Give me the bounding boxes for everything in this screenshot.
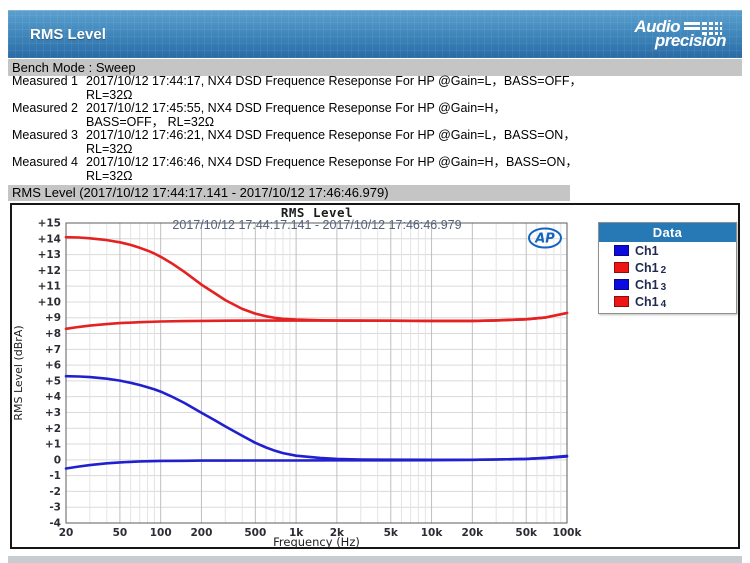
legend-swatch xyxy=(614,245,629,256)
legend-label-subscript: 4 xyxy=(660,299,667,310)
plot-frame xyxy=(65,222,568,524)
measurement-row: Measured 4 2017/10/12 17:46:46, NX4 DSD F… xyxy=(8,155,742,183)
title-banner: RMS Level Audio precision xyxy=(8,10,742,58)
y-tick-label: +10 xyxy=(38,296,61,308)
legend-swatch xyxy=(614,279,629,290)
bench-mode-bar: Bench Mode : Sweep xyxy=(8,59,742,76)
y-tick-label: -3 xyxy=(49,502,61,514)
legend-label: Ch1 xyxy=(635,243,659,258)
chart-title: RMS Level xyxy=(280,205,354,220)
legend-label: Ch1 xyxy=(635,260,659,275)
y-tick-label: +5 xyxy=(45,375,61,387)
measurement-row: Measured 1 2017/10/12 17:44:17, NX4 DSD F… xyxy=(8,74,742,102)
chart-legend: Data Ch1 Ch1 2 Ch1 3 Ch1 4 xyxy=(598,222,737,314)
y-tick-label: +9 xyxy=(45,312,61,324)
footer-bar xyxy=(8,556,742,563)
x-tick-label: 20k xyxy=(462,527,485,539)
x-tick-label: 20 xyxy=(59,527,74,539)
x-tick-label: 10k xyxy=(421,527,444,539)
x-tick-label: 50k xyxy=(515,527,538,539)
y-tick-label: +11 xyxy=(38,281,61,293)
y-tick-label: +13 xyxy=(38,249,61,261)
y-tick-label: +6 xyxy=(45,360,61,372)
legend-label: Ch1 xyxy=(635,294,659,309)
y-tick-label: +15 xyxy=(38,218,61,230)
measurement-label: Measured 2 xyxy=(12,101,79,115)
measurement-row: Measured 3 2017/10/12 17:46:21, NX4 DSD F… xyxy=(8,128,742,156)
x-tick-label: 50 xyxy=(113,527,128,539)
measurement-description: 2017/10/12 17:46:46, NX4 DSD Frequence R… xyxy=(86,155,578,183)
y-tick-label: +3 xyxy=(45,407,61,419)
y-tick-label: +2 xyxy=(45,423,61,435)
measurement-description: 2017/10/12 17:45:55, NX4 DSD Frequence R… xyxy=(86,101,506,129)
legend-label-subscript: 3 xyxy=(660,282,667,293)
y-axis-label: RMS Level (dBrA) xyxy=(12,325,25,420)
measurement-label: Measured 3 xyxy=(12,128,79,142)
legend-header: Data xyxy=(599,223,736,242)
legend-label-subscript: 2 xyxy=(660,265,667,276)
logo-word-precision: precision xyxy=(654,31,727,50)
y-tick-label: -4 xyxy=(49,518,61,530)
legend-label: Ch1 xyxy=(635,277,659,292)
y-tick-label: +7 xyxy=(45,344,61,356)
legend-rows: Ch1 Ch1 2 Ch1 3 Ch1 4 xyxy=(599,242,736,310)
x-tick-label: 200 xyxy=(190,527,212,539)
legend-swatch xyxy=(614,296,629,307)
y-tick-label: +1 xyxy=(45,439,61,451)
page-title: RMS Level xyxy=(30,26,106,43)
logo-word-audio: Audio xyxy=(634,17,680,36)
equalizer-bars-icon xyxy=(684,22,722,35)
series-curve-ch1-4 xyxy=(64,235,569,323)
legend-item: Ch1 xyxy=(599,242,736,259)
measurement-list: Measured 1 2017/10/12 17:44:17, NX4 DSD F… xyxy=(8,74,742,183)
y-tick-label: -1 xyxy=(49,470,61,482)
y-tick-label: +12 xyxy=(38,265,61,277)
x-tick-label: 100k xyxy=(553,527,583,539)
y-tick-label: +4 xyxy=(45,391,61,403)
chart-subtitle: 2017/10/12 17:44:17.141 - 2017/10/12 17:… xyxy=(172,218,462,232)
rms-level-section-bar: RMS Level (2017/10/12 17:44:17.141 - 201… xyxy=(8,185,570,201)
y-tick-label: +8 xyxy=(45,328,61,340)
audio-precision-logo: Audio precision xyxy=(634,17,727,50)
x-tick-label: 100 xyxy=(150,527,172,539)
y-tick-label: 0 xyxy=(54,454,61,466)
y-tick-label: +14 xyxy=(38,233,61,245)
x-tick-label: 1k xyxy=(289,527,304,539)
x-tick-label: 2k xyxy=(330,527,345,539)
legend-item: Ch1 2 xyxy=(599,259,736,276)
measurement-label: Measured 4 xyxy=(12,155,79,169)
rms-level-chart: 20 50 100 200 500 1k 2k 5k 10k 20k 50k 100k +15 +14 +1… xyxy=(10,203,740,549)
x-axis-label: Frequency (Hz) xyxy=(273,535,360,547)
measurement-label: Measured 1 xyxy=(12,74,79,88)
legend-item: Ch1 3 xyxy=(599,276,736,293)
x-tick-label: 500 xyxy=(244,527,266,539)
measurement-row: Measured 2 2017/10/12 17:45:55, NX4 DSD F… xyxy=(8,101,742,129)
chart-plot-area: 20 50 100 200 500 1k 2k 5k 10k 20k 50k 100k +15 +14 +1… xyxy=(12,218,583,548)
legend-swatch xyxy=(614,262,629,273)
legend-item: Ch1 4 xyxy=(599,293,736,310)
measurement-description: 2017/10/12 17:44:17, NX4 DSD Frequence R… xyxy=(86,74,583,102)
y-tick-label: -2 xyxy=(49,486,61,498)
x-tick-label: 5k xyxy=(384,527,399,539)
ap-logo-icon xyxy=(528,227,562,249)
series-curve-ch1-3 xyxy=(64,374,569,462)
ap-logo-text: AP xyxy=(534,232,555,247)
measurement-description: 2017/10/12 17:46:21, NX4 DSD Frequence R… xyxy=(86,128,576,156)
